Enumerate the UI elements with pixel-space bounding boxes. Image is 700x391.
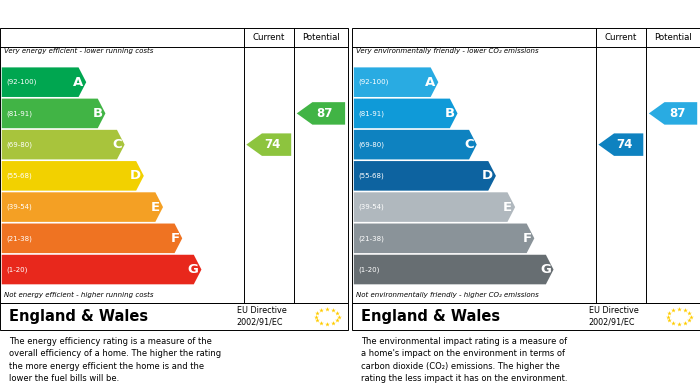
Polygon shape <box>354 224 534 253</box>
Text: A: A <box>74 76 83 89</box>
Text: C: C <box>464 138 474 151</box>
Text: Very energy efficient - lower running costs: Very energy efficient - lower running co… <box>4 48 153 54</box>
Text: (1-20): (1-20) <box>358 266 379 273</box>
Polygon shape <box>1 67 86 97</box>
Text: A: A <box>426 76 435 89</box>
Text: England & Wales: England & Wales <box>8 309 148 324</box>
Text: England & Wales: England & Wales <box>360 309 500 324</box>
Text: (92-100): (92-100) <box>358 79 388 85</box>
Text: C: C <box>112 138 122 151</box>
Polygon shape <box>297 102 345 125</box>
Text: (1-20): (1-20) <box>6 266 27 273</box>
Text: EU Directive
2002/91/EC: EU Directive 2002/91/EC <box>237 306 286 326</box>
Text: B: B <box>444 107 455 120</box>
Text: (21-38): (21-38) <box>358 235 384 242</box>
Text: 87: 87 <box>316 107 333 120</box>
Polygon shape <box>354 161 496 191</box>
Polygon shape <box>1 99 106 128</box>
Text: 74: 74 <box>265 138 281 151</box>
Text: (21-38): (21-38) <box>6 235 32 242</box>
Polygon shape <box>1 161 144 191</box>
Text: (55-68): (55-68) <box>358 172 384 179</box>
Text: D: D <box>130 169 141 182</box>
Text: B: B <box>92 107 103 120</box>
Text: (39-54): (39-54) <box>358 204 384 210</box>
Text: 74: 74 <box>617 138 633 151</box>
Polygon shape <box>1 224 182 253</box>
Text: Current: Current <box>253 33 285 42</box>
Polygon shape <box>1 130 125 160</box>
Text: Current: Current <box>605 33 637 42</box>
Polygon shape <box>354 67 438 97</box>
Polygon shape <box>649 102 697 125</box>
Text: (92-100): (92-100) <box>6 79 36 85</box>
Text: Potential: Potential <box>654 33 692 42</box>
Polygon shape <box>1 192 163 222</box>
Text: EU Directive
2002/91/EC: EU Directive 2002/91/EC <box>589 306 638 326</box>
Polygon shape <box>354 130 477 160</box>
Polygon shape <box>354 192 515 222</box>
Polygon shape <box>246 133 291 156</box>
Text: Not environmentally friendly - higher CO₂ emissions: Not environmentally friendly - higher CO… <box>356 291 539 298</box>
Text: (69-80): (69-80) <box>358 142 384 148</box>
Text: (81-91): (81-91) <box>358 110 384 117</box>
Text: G: G <box>188 263 199 276</box>
Text: (69-80): (69-80) <box>6 142 32 148</box>
Text: F: F <box>522 232 531 245</box>
Polygon shape <box>598 133 643 156</box>
Text: E: E <box>151 201 160 213</box>
Text: Environmental Impact (CO₂) Rating: Environmental Impact (CO₂) Rating <box>359 7 601 21</box>
Text: E: E <box>503 201 512 213</box>
Text: Very environmentally friendly - lower CO₂ emissions: Very environmentally friendly - lower CO… <box>356 48 539 54</box>
Text: D: D <box>482 169 493 182</box>
Polygon shape <box>354 99 458 128</box>
Text: G: G <box>540 263 551 276</box>
Text: Energy Efficiency Rating: Energy Efficiency Rating <box>7 7 176 21</box>
Polygon shape <box>1 255 202 284</box>
Text: F: F <box>170 232 179 245</box>
Text: The environmental impact rating is a measure of
a home's impact on the environme: The environmental impact rating is a mea… <box>360 337 567 383</box>
Text: (81-91): (81-91) <box>6 110 32 117</box>
Text: Potential: Potential <box>302 33 340 42</box>
Text: 87: 87 <box>668 107 685 120</box>
Text: (55-68): (55-68) <box>6 172 32 179</box>
Text: The energy efficiency rating is a measure of the
overall efficiency of a home. T: The energy efficiency rating is a measur… <box>8 337 220 383</box>
Text: (39-54): (39-54) <box>6 204 32 210</box>
Text: Not energy efficient - higher running costs: Not energy efficient - higher running co… <box>4 291 154 298</box>
Polygon shape <box>354 255 554 284</box>
